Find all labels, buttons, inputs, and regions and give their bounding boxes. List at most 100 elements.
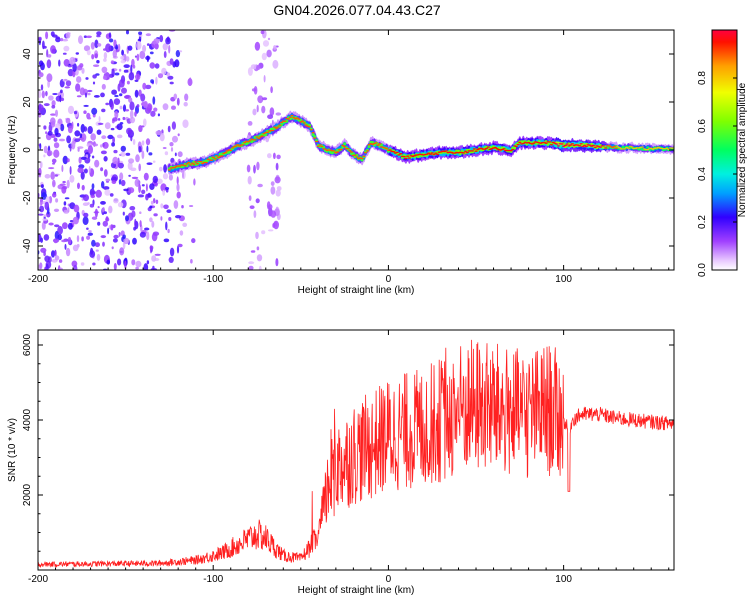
colorbar: 0.0 0.2 0.4 0.6 0.8 Normalized spectral ampl… [697,29,748,277]
spectrogram-ridge-cell [211,156,215,159]
spectrogram-ridge-cell [435,153,440,155]
spectrogram-noise-cell [125,152,131,156]
spectrogram-noise-cell [51,105,56,109]
spectrogram-noise-cell [128,158,135,164]
spectrogram-noise-cell [80,262,85,266]
spectrogram-noise-cell [65,247,71,257]
spectrogram-noise-cell [103,48,107,51]
spectrogram-noise-cell [260,30,265,35]
spectrogram-noise-cell [130,167,137,172]
spectrogram-ridge-cell [225,150,229,152]
spectrogram-noise-cell [123,64,130,68]
spectrogram-noise-cell [152,175,158,183]
spectrogram-ridge-cell [311,132,315,134]
spectrogram-noise-cell [170,147,174,152]
spectrogram-noise-cell [59,267,63,270]
spectrogram-noise-cell [60,37,64,42]
spectrogram-ridge-cell [376,144,380,146]
spectrogram-noise-cell [96,34,101,38]
spectrogram-noise-cell [135,260,142,268]
spectrogram-noise-cell [184,93,189,102]
spectrogram-ridge-cell [290,114,294,117]
spectrogram-ridge-cell [623,148,627,150]
spectrogram-ridge-cell [607,145,611,147]
spectrogram-noise-cell [91,239,96,247]
spectrogram-noise-cell [275,162,279,171]
spectrogram-noise-cell [54,255,60,261]
spectrogram-ridge-cell [402,155,406,158]
spectrogram-ridge-cell [591,144,596,147]
colorbar-tick-label: 0.0 [697,263,708,277]
snr-plot-area [38,330,674,570]
spectrogram-noise-cell [267,114,274,119]
spectrogram-noise-cell [112,238,118,243]
spectrogram-noise-cell [103,211,107,215]
spectrogram-noise-cell [157,73,164,79]
spectrogram-ridge-cell [285,119,289,123]
spectrogram-noise-cell [262,40,270,47]
spectrogram-noise-cell [133,226,137,231]
spectrogram-noise-cell [77,167,84,174]
spectrogram-noise-cell [40,237,43,243]
spectrogram-noise-cell [146,55,149,63]
colorbar-tick-label: 0.4 [697,167,708,181]
spectrogram-noise-cell [142,82,147,90]
spectrogram-noise-cell [155,76,158,85]
spectrogram-noise-cell [146,231,150,241]
spectrogram-noise-cell [38,60,44,66]
spectrogram-ridge-cell [562,142,566,146]
spectrogram-noise-cell [95,189,102,198]
spectrogram-noise-cell [50,31,55,37]
spectrogram-noise-cell [270,186,276,195]
spectrogram-noise-cell [173,93,178,100]
spectrogram-noise-cell [57,234,62,241]
spectrogram-noise-cell [46,150,53,157]
spectrogram-ridge-cell [556,145,561,147]
spectrogram-noise-cell [103,156,108,162]
spectrogram-noise-cell [168,256,174,263]
spectrogram-noise-cell [96,60,100,64]
spectrogram-noise-cell [145,84,152,90]
spectrogram-ridge-cell [563,144,568,147]
spectrogram-noise-cell [89,203,95,208]
spectrogram-noise-cell [144,227,150,231]
snr-xtick-label: 0 [386,574,392,585]
spectrogram-noise-cell [131,58,135,67]
spectrogram-noise-cell [247,121,253,126]
spectrogram-noise-cell [168,217,172,221]
spectrogram-noise-cell [120,59,126,64]
spectrogram-noise-cell [76,95,82,98]
spectrogram-noise-cell [117,258,122,266]
spectrogram-ridge-cell [509,149,513,152]
spectrogram-noise-cell [90,190,97,195]
spectrogram-noise-cell [91,54,95,60]
spectrogram-noise-cell [142,44,147,53]
snr-xtick-label: -100 [203,574,223,585]
spectrogram-noise-cell [141,189,146,195]
spectrogram-ridge-cell [514,145,518,148]
spectrogram-noise-cell [66,135,71,144]
spectrogram-noise-cell [52,179,56,188]
spectrogram-ridge-cell [283,120,287,122]
spectrogram-ridge-cell [565,143,569,145]
spectrogram-noise-cell [262,97,268,101]
spectrogram-noise-cell [52,93,58,95]
spectrogram-noise-cell [154,63,160,69]
spectrogram-noise-cell [83,35,87,38]
spectrogram-noise-cell [273,45,277,50]
spectrogram-noise-cell [69,56,76,65]
spectrogram-ridge-cell [367,144,371,146]
spectrogram-noise-cell [127,161,133,170]
spectrogram-noise-cell [121,87,127,94]
spectrogram-noise-cell [87,145,93,155]
spectrogram-noise-cell [120,179,126,187]
spectrogram-noise-cell [256,254,263,262]
spectrogram-noise-cell [72,63,77,72]
spectrogram-ridge-cell [209,159,214,161]
spectrogram-noise-cell [257,95,264,104]
spectrogram-noise-cell [131,176,139,180]
spectrogram-noise-cell [169,142,174,147]
spectrogram-noise-cell [159,35,164,43]
spectrogram-noise-cell [115,44,118,51]
spectrogram-noise-cell [182,171,184,179]
